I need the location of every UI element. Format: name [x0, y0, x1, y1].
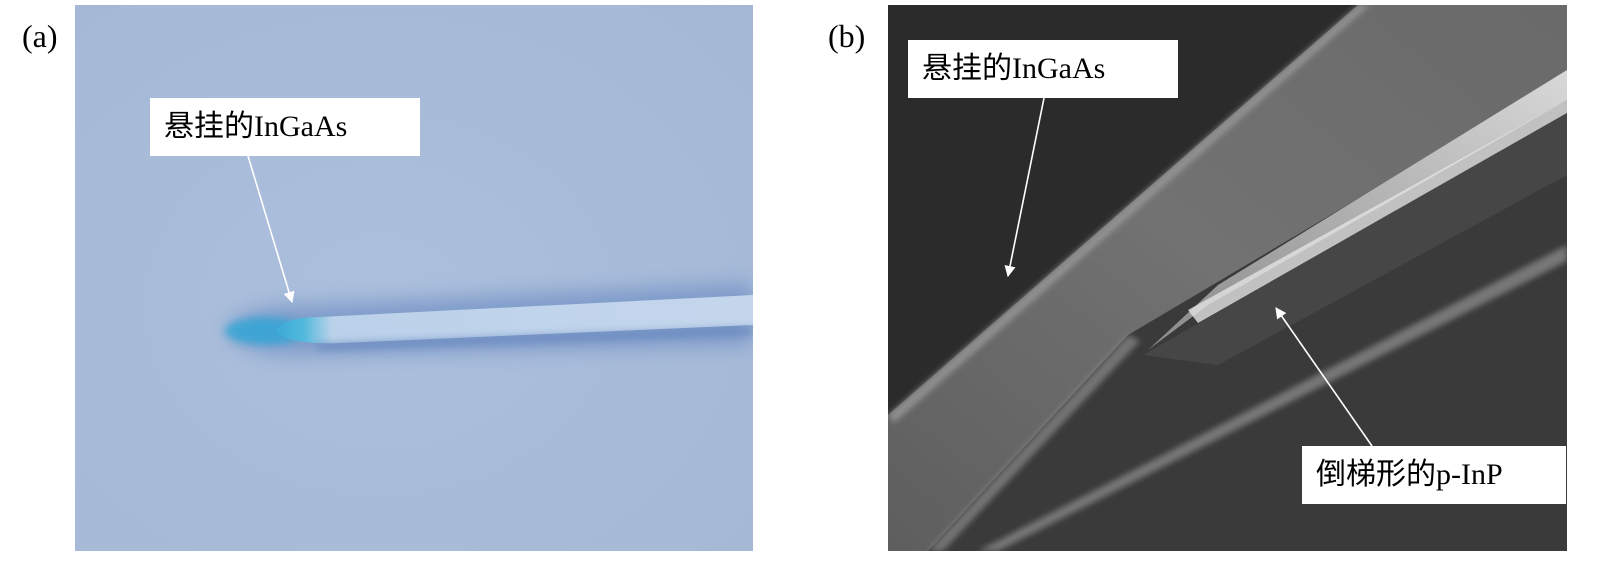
optical-micrograph	[75, 5, 753, 551]
callout-inverted-trapezoid-pinp: 倒梯形的p-InP	[1302, 446, 1566, 504]
panel-a-label: (a)	[22, 18, 58, 54]
panel-b-label: (b)	[828, 18, 866, 54]
callout-suspended-ingaas-b: 悬挂的InGaAs	[908, 40, 1178, 98]
callout-suspended-ingaas-a: 悬挂的InGaAs	[150, 98, 420, 156]
